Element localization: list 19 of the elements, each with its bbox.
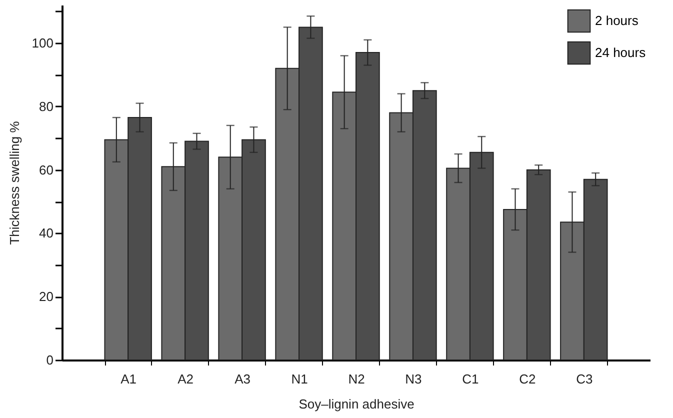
y-axis-title: Thickness swelling % bbox=[6, 120, 22, 245]
y-tick-label: 100 bbox=[32, 36, 54, 51]
y-tick-label: 0 bbox=[46, 352, 54, 368]
y-tick-label: 40 bbox=[39, 226, 54, 241]
x-tick-label: N2 bbox=[348, 372, 365, 386]
x-tick-label: C3 bbox=[576, 372, 593, 386]
x-tick-label: N1 bbox=[291, 372, 308, 386]
x-tick-label: A2 bbox=[178, 372, 194, 386]
legend-label: 24 hours bbox=[595, 45, 646, 60]
x-tick-label: A1 bbox=[120, 372, 137, 386]
x-tick-label: C1 bbox=[462, 372, 479, 386]
x-tick-label: N3 bbox=[405, 372, 422, 386]
y-tick-label: 20 bbox=[39, 289, 54, 304]
y-tick-label: 80 bbox=[39, 98, 54, 114]
y-tick-label: 60 bbox=[39, 162, 54, 178]
x-axis-title: Soy–lignin adhesive bbox=[298, 396, 414, 412]
legend-label: 2 hours bbox=[595, 13, 639, 28]
x-tick-label: A3 bbox=[234, 372, 250, 386]
x-tick-label: C2 bbox=[519, 372, 536, 386]
